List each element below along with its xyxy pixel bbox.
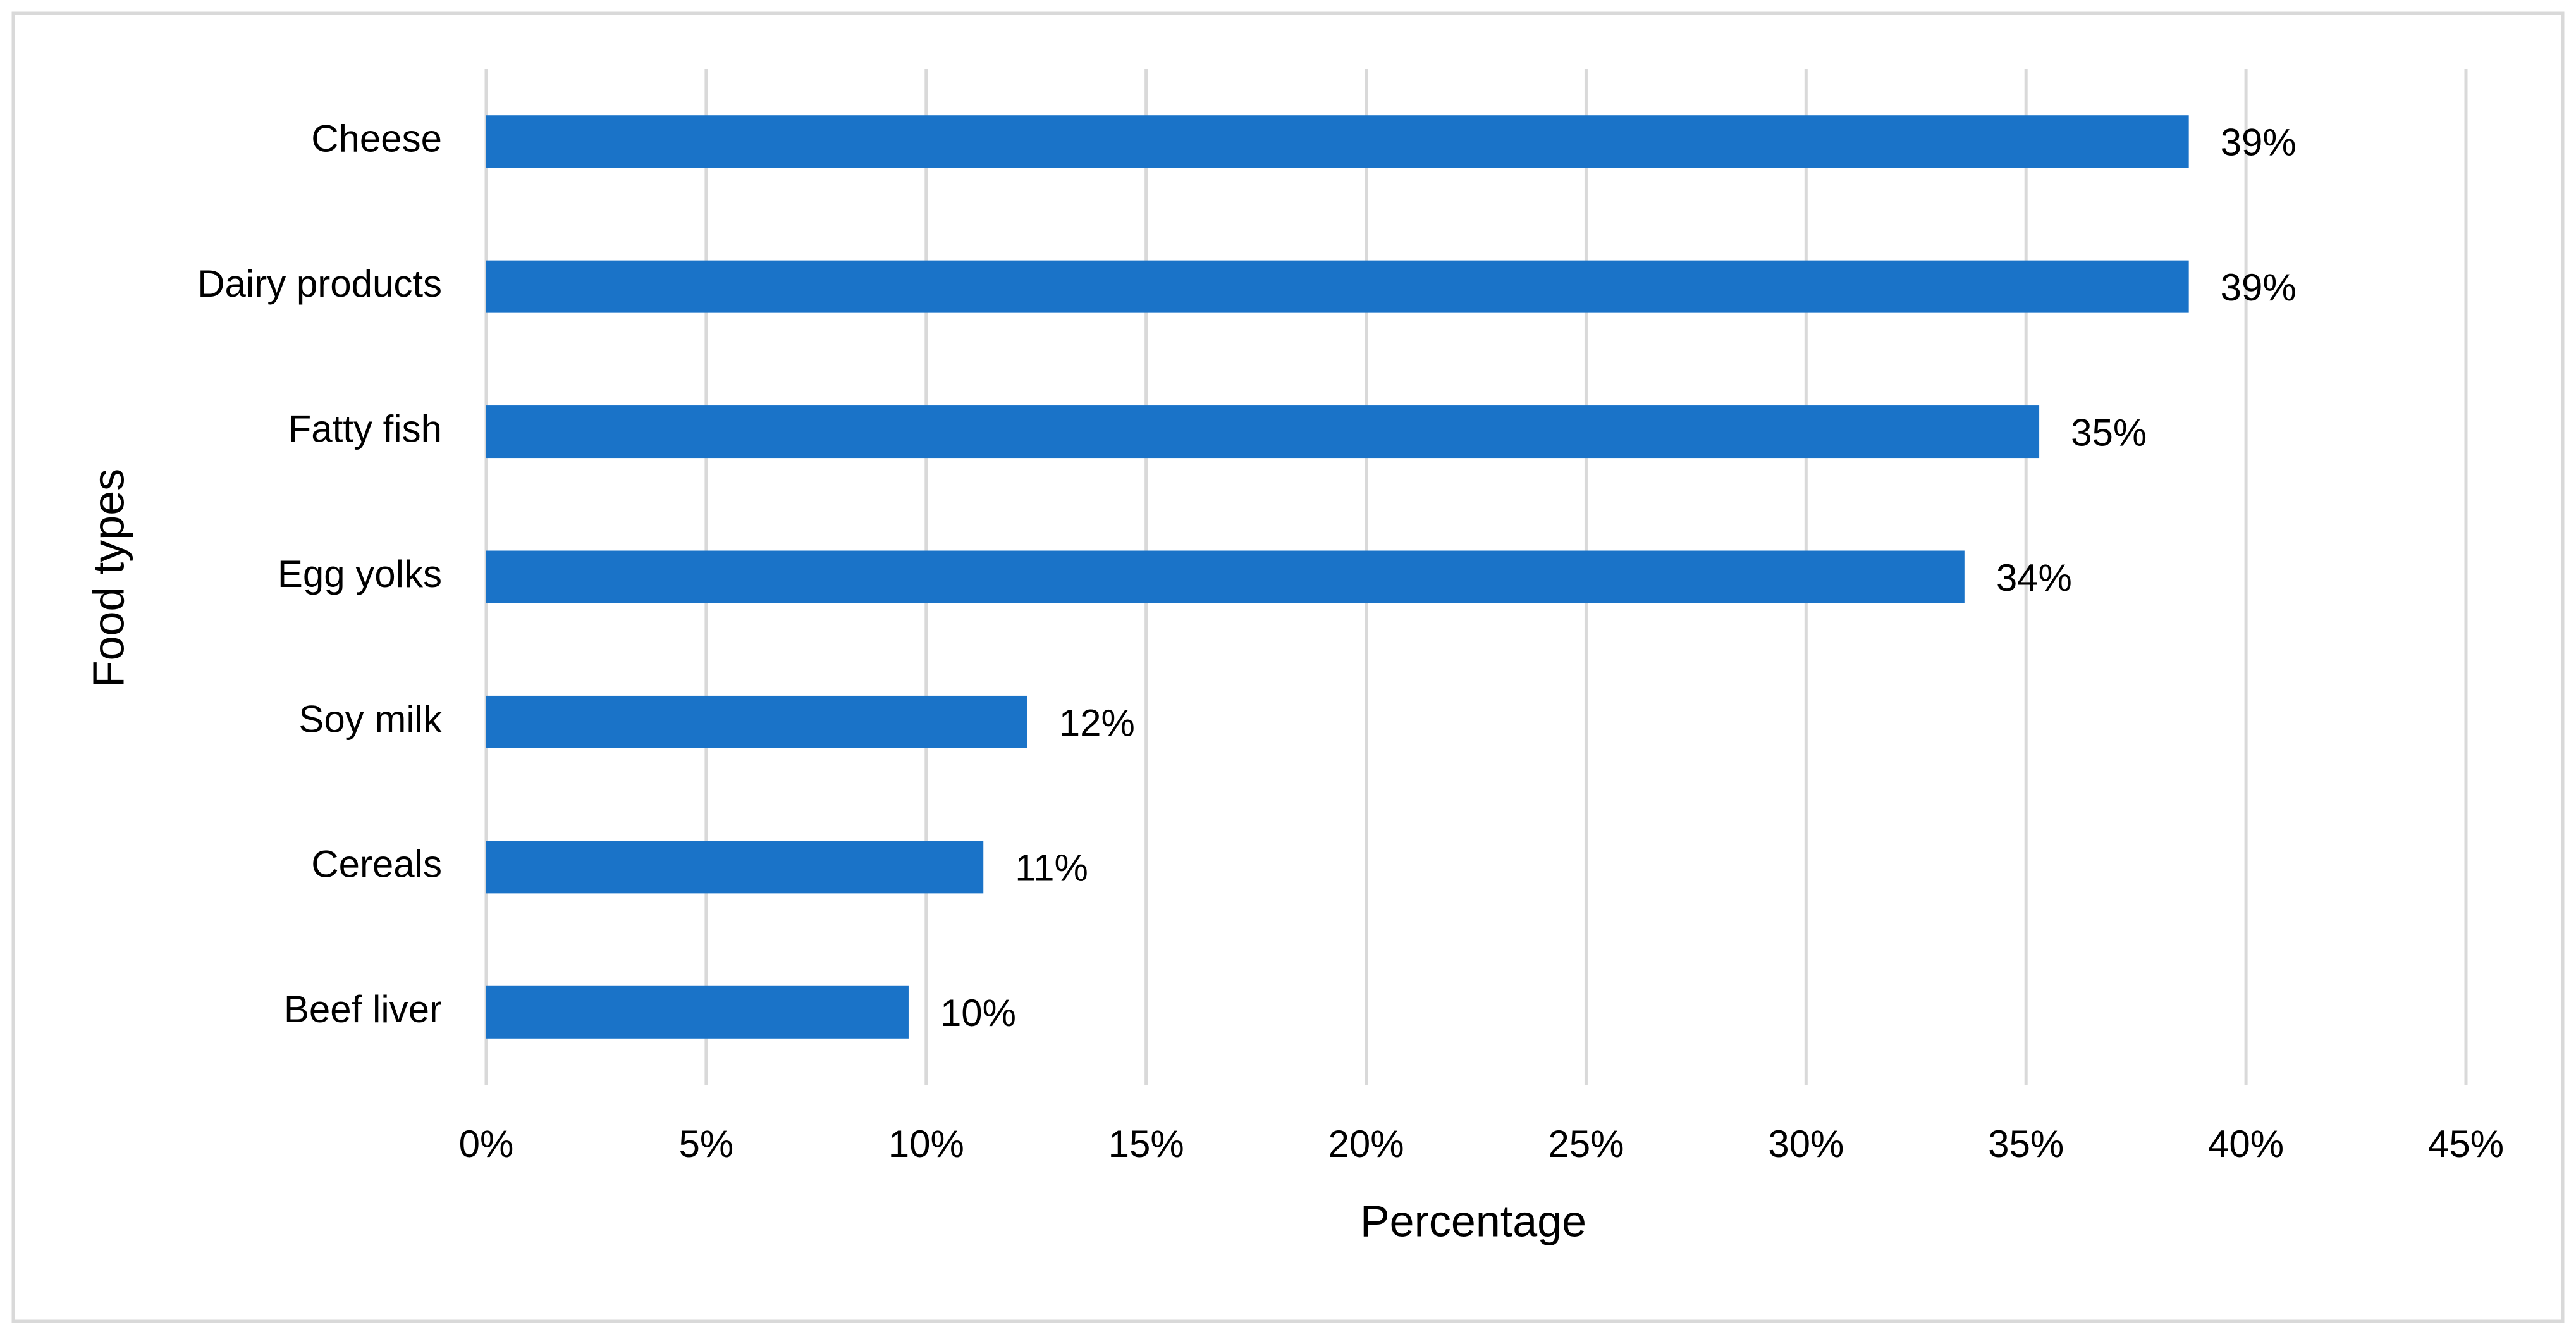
x-tick-label: 15% — [1108, 1123, 1184, 1165]
bar — [486, 550, 1965, 603]
x-tick-label: 45% — [2428, 1123, 2504, 1165]
y-tick-label: Dairy products — [197, 262, 442, 305]
y-tick-label: Fatty fish — [288, 407, 442, 450]
y-tick-label: Soy milk — [298, 698, 443, 740]
bar — [486, 841, 984, 894]
chart-border — [11, 11, 2565, 1323]
x-tick-label: 5% — [679, 1123, 734, 1165]
bar — [486, 405, 2040, 459]
y-tick-label: Beef liver — [284, 988, 442, 1030]
x-tick-label: 40% — [2208, 1123, 2284, 1165]
x-tick-label: 25% — [1548, 1123, 1624, 1165]
value-label: 34% — [1996, 557, 2072, 599]
x-tick-label: 35% — [1988, 1123, 2064, 1165]
value-label: 39% — [2221, 266, 2297, 309]
x-tick-label: 20% — [1328, 1123, 1404, 1165]
y-tick-label: Cheese — [311, 118, 442, 160]
bar — [486, 695, 1027, 748]
bar — [486, 260, 2189, 313]
value-label: 12% — [1059, 701, 1135, 744]
value-label: 11% — [1015, 847, 1088, 889]
value-label: 39% — [2221, 121, 2297, 164]
marks — [486, 115, 2189, 1039]
y-tick-label: Egg yolks — [278, 553, 442, 595]
y-axis-title: Food types — [83, 469, 133, 688]
x-tick-label: 30% — [1768, 1123, 1844, 1165]
value-label: 35% — [2071, 411, 2147, 454]
x-tick-label: 0% — [459, 1123, 514, 1165]
bar — [486, 985, 909, 1039]
x-axis-title: Percentage — [1360, 1196, 1586, 1245]
value-label: 10% — [940, 992, 1016, 1034]
bar — [486, 115, 2189, 168]
x-tick-label: 10% — [888, 1123, 964, 1165]
y-tick-label: Cereals — [311, 843, 442, 886]
